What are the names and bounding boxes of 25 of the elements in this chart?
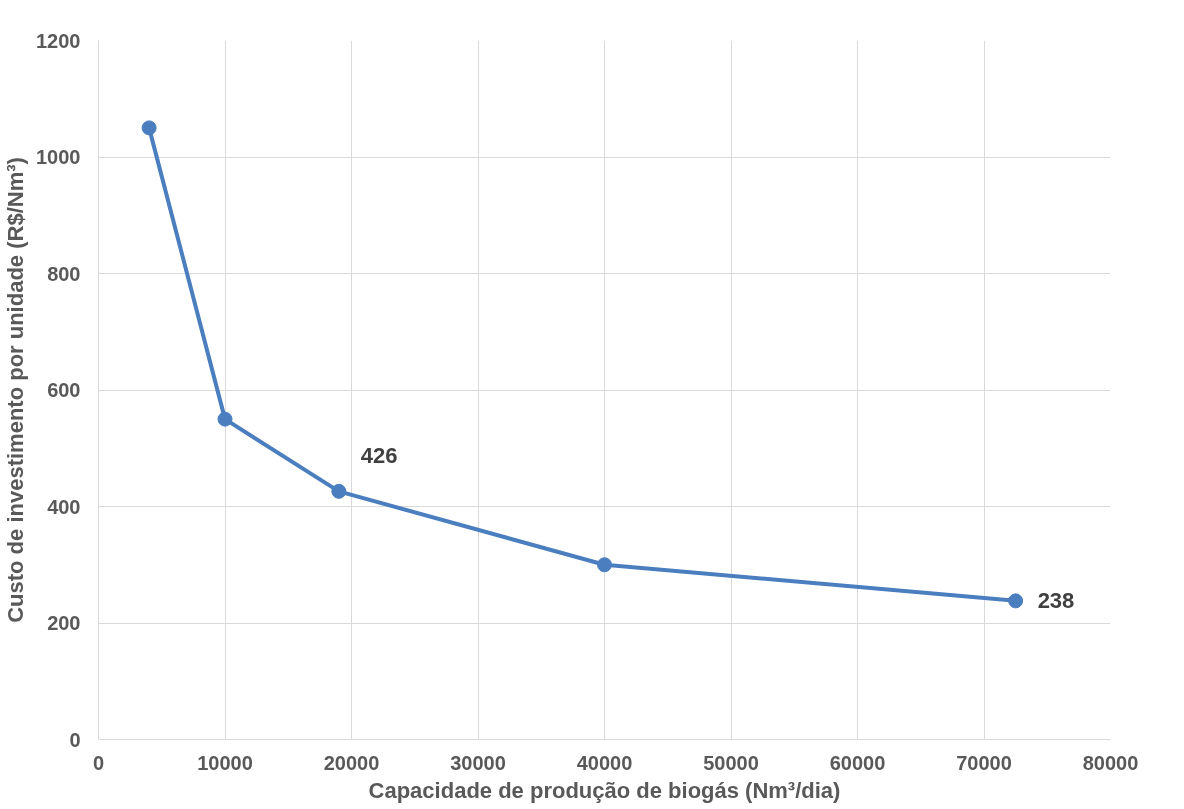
point xyxy=(217,411,233,427)
point xyxy=(141,120,157,136)
y-tick-label: 600 xyxy=(47,379,81,401)
y-tick-label: 0 xyxy=(69,728,81,751)
y-axis-title: Custo de investimento por unidade (R$/Nm³) xyxy=(3,157,29,623)
x-tick-label: 30000 xyxy=(450,751,506,774)
y-tick-label: 1000 xyxy=(36,146,81,168)
point xyxy=(1008,593,1024,609)
y-tick-label: 400 xyxy=(47,495,81,518)
point xyxy=(331,483,347,499)
x-tick-label: 40000 xyxy=(576,751,633,774)
data-label: 238 xyxy=(1037,588,1075,614)
y-tick-label: 1200 xyxy=(36,29,81,52)
x-tick-label: 0 xyxy=(92,751,105,774)
x-tick-label: 80000 xyxy=(1082,751,1139,774)
x-tick-label: 10000 xyxy=(197,751,253,774)
x-tick-label: 70000 xyxy=(956,751,1012,774)
point xyxy=(597,557,612,573)
x-tick-label: 60000 xyxy=(829,751,886,774)
x-tick-label: 20000 xyxy=(323,751,380,774)
data-label: 426 xyxy=(360,442,398,468)
y-tick-label: 800 xyxy=(47,262,81,285)
y-tick-label: 200 xyxy=(47,612,81,634)
x-tick-label: 50000 xyxy=(703,751,759,774)
x-axis-title: Capacidade de produção de biogás (Nm³/dia) xyxy=(368,777,841,803)
